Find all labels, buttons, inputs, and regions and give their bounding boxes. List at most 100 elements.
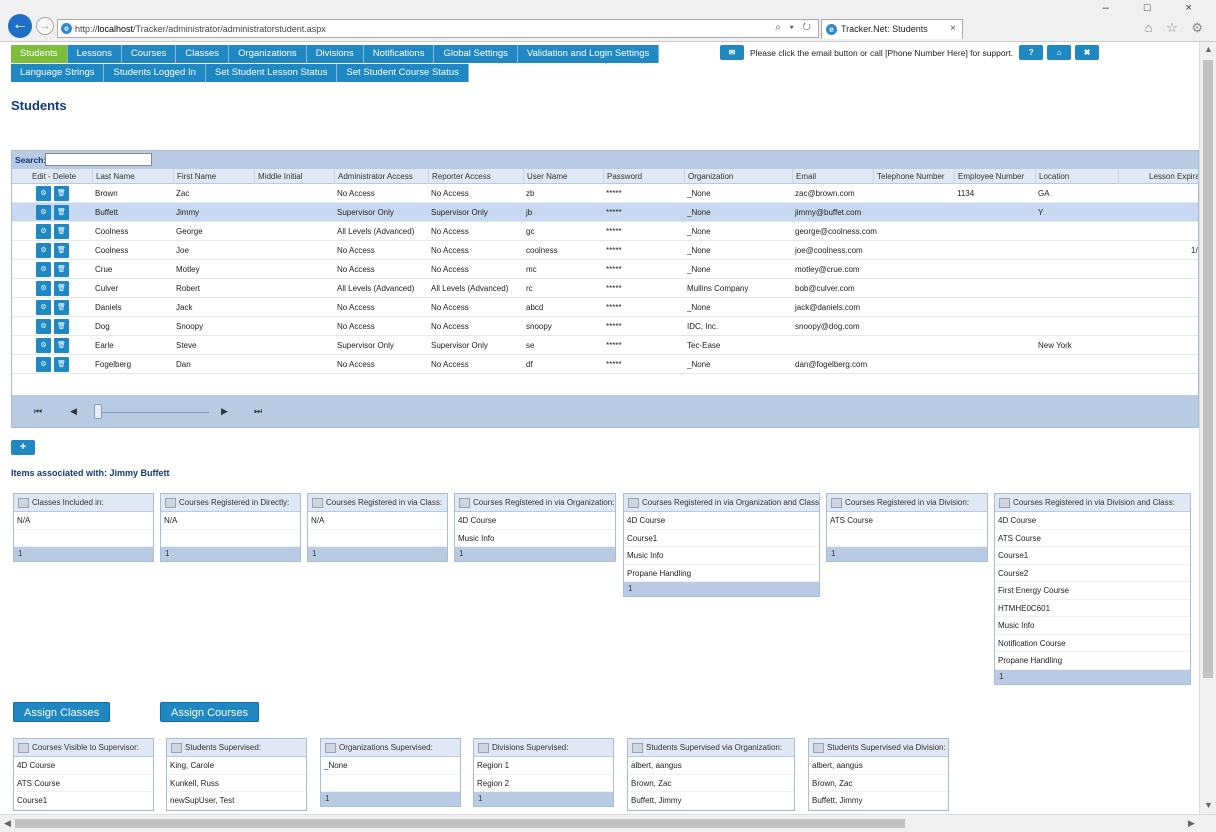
menu-item-validation-and-login-settings[interactable]: Validation and Login Settings (517, 45, 660, 63)
list-item[interactable]: Buffett, Jimmy (628, 792, 794, 810)
delete-icon[interactable]: 🗑 (54, 319, 69, 334)
horizontal-scroll-thumb[interactable] (15, 819, 905, 828)
list-item[interactable]: Course1 (14, 792, 153, 810)
edit-icon[interactable]: ⚙ (36, 224, 51, 239)
scroll-right-icon[interactable]: ▶ (1188, 818, 1195, 828)
window-controls[interactable]: – □ × (1102, 2, 1208, 14)
address-url[interactable]: http://localhost/Tracker/administrator/a… (75, 24, 326, 34)
list-item[interactable]: N/A (161, 512, 300, 530)
delete-icon[interactable]: 🗑 (54, 300, 69, 315)
list-item[interactable]: Course2 (995, 565, 1190, 582)
table-row[interactable]: ⚙ 🗑 Earle Steve Supervisor Only Supervisor On… (12, 336, 1198, 355)
scroll-down-icon[interactable]: ▼ (1204, 800, 1213, 810)
table-row[interactable]: ⚙ 🗑 Brown Zac No Access No Access zb ***** _None… (12, 184, 1198, 203)
delete-icon[interactable]: 🗑 (54, 205, 69, 220)
list-item[interactable]: N/A (14, 512, 153, 530)
column-header[interactable]: Lesson Expirati (1118, 169, 1198, 184)
add-student-button[interactable]: + (11, 440, 35, 455)
address-bar[interactable]: e http://localhost/Tracker/administrator… (57, 19, 819, 38)
list-item[interactable]: Propane Handling (995, 652, 1190, 670)
edit-icon[interactable]: ⚙ (36, 243, 51, 258)
table-row[interactable]: ⚙ 🗑 Buffett Jimmy Supervisor Only Supervisor … (12, 203, 1198, 222)
table-row[interactable]: ⚙ 🗑 Dog Snoopy No Access No Access snoopy *****… (12, 317, 1198, 336)
table-row[interactable]: ⚙ 🗑 Daniels Jack No Access No Access abcd *****… (12, 298, 1198, 317)
column-header[interactable]: Reporter Access (428, 169, 491, 184)
list-item[interactable]: HTMHE0C601 (995, 600, 1190, 617)
column-header[interactable]: Organization (684, 169, 733, 184)
assign-courses-button[interactable]: Assign Courses (160, 702, 260, 722)
list-item[interactable]: Propane Handling (624, 565, 819, 582)
menu-item-organizations[interactable]: Organizations (229, 45, 307, 63)
table-row[interactable]: ⚙ 🗑 Coolness George All Levels (Advanced) No … (12, 222, 1198, 241)
list-item[interactable]: Region 2 (474, 775, 613, 792)
edit-icon[interactable]: ⚙ (36, 338, 51, 353)
vertical-scroll-thumb[interactable] (1203, 60, 1213, 678)
vertical-scrollbar[interactable]: ▲ ▼ (1199, 42, 1216, 814)
list-item[interactable]: Course1 (995, 547, 1190, 565)
list-item[interactable]: Music Info (455, 530, 615, 547)
prev-page-icon[interactable]: ◀ (70, 406, 77, 416)
list-item[interactable]: Music Info (624, 547, 819, 565)
tab-close-icon[interactable]: × (950, 23, 956, 34)
list-item[interactable]: King, Carole (167, 757, 306, 775)
list-item[interactable]: Course1 (624, 530, 819, 547)
list-item[interactable] (14, 530, 153, 547)
list-item[interactable]: 4D Course (455, 512, 615, 530)
edit-icon[interactable]: ⚙ (36, 281, 51, 296)
delete-icon[interactable]: 🗑 (54, 224, 69, 239)
assign-classes-button[interactable]: Assign Classes (13, 702, 111, 722)
home-button[interactable]: ⌂ (1047, 45, 1072, 60)
menu-item-set-student-lesson-status[interactable]: Set Student Lesson Status (205, 64, 338, 82)
list-item[interactable]: Brown, Zac (809, 775, 948, 792)
column-header[interactable]: User Name (523, 169, 567, 184)
search-input[interactable] (45, 153, 152, 166)
delete-icon[interactable]: 🗑 (54, 281, 69, 296)
delete-icon[interactable]: 🗑 (54, 338, 69, 353)
menu-item-divisions[interactable]: Divisions (306, 45, 364, 63)
browser-tab[interactable]: e Tracker.Net: Students × (821, 19, 963, 39)
edit-icon[interactable]: ⚙ (36, 300, 51, 315)
list-item[interactable]: Kunkell, Russ (167, 775, 306, 792)
first-page-icon[interactable]: ⏮ (34, 406, 43, 416)
address-controls-icon[interactable]: ⌕ ▾ ↻ (775, 22, 814, 33)
next-page-icon[interactable]: ▶ (221, 406, 228, 416)
page-slider-handle[interactable] (94, 404, 102, 419)
edit-icon[interactable]: ⚙ (36, 186, 51, 201)
list-item[interactable]: 4D Course (624, 512, 819, 530)
menu-item-students-logged-in[interactable]: Students Logged In (104, 64, 206, 82)
scroll-left-icon[interactable]: ◀ (4, 818, 11, 828)
list-item[interactable]: Buffett, Jimmy (809, 792, 948, 810)
list-item[interactable]: 4D Course (14, 757, 153, 775)
column-header[interactable]: Employee Number (954, 169, 1024, 184)
delete-icon[interactable]: 🗑 (54, 243, 69, 258)
menu-item-notifications[interactable]: Notifications (363, 45, 435, 63)
column-header[interactable]: Edit - Delete (32, 172, 77, 181)
list-item[interactable]: N/A (308, 512, 447, 530)
list-item[interactable] (321, 775, 460, 792)
list-item[interactable]: newSupUser, Test (167, 792, 306, 810)
column-header[interactable]: First Name (173, 169, 216, 184)
menu-item-set-student-course-status[interactable]: Set Student Course Status (337, 64, 469, 82)
list-item[interactable]: albert, aangus (809, 757, 948, 775)
edit-icon[interactable]: ⚙ (36, 205, 51, 220)
column-header[interactable]: Middle Initial (254, 169, 302, 184)
delete-icon[interactable]: 🗑 (54, 262, 69, 277)
scroll-up-icon[interactable]: ▲ (1204, 44, 1213, 54)
forward-button[interactable]: → (36, 17, 54, 35)
list-item[interactable] (827, 530, 987, 547)
email-button[interactable]: ✉ (720, 45, 744, 60)
edit-icon[interactable]: ⚙ (36, 357, 51, 372)
close-button[interactable]: ✖ (1075, 45, 1100, 60)
table-row[interactable]: ⚙ 🗑 Fogelberg Dan No Access No Access df ***** _… (12, 355, 1198, 374)
table-row[interactable]: ⚙ 🗑 Crue Motley No Access No Access mc ***** _No… (12, 260, 1198, 279)
list-item[interactable]: First Energy Course (995, 582, 1190, 600)
list-item[interactable] (308, 530, 447, 547)
list-item[interactable]: Music Info (995, 617, 1190, 635)
column-header[interactable]: Location (1035, 169, 1069, 184)
column-header[interactable]: Administrator Access (334, 169, 413, 184)
edit-icon[interactable]: ⚙ (36, 319, 51, 334)
help-button[interactable]: ? (1019, 45, 1044, 60)
menu-item-students[interactable]: Students (11, 45, 68, 63)
list-item[interactable]: 4D Course (995, 512, 1190, 530)
list-item[interactable]: ATS Course (14, 775, 153, 792)
